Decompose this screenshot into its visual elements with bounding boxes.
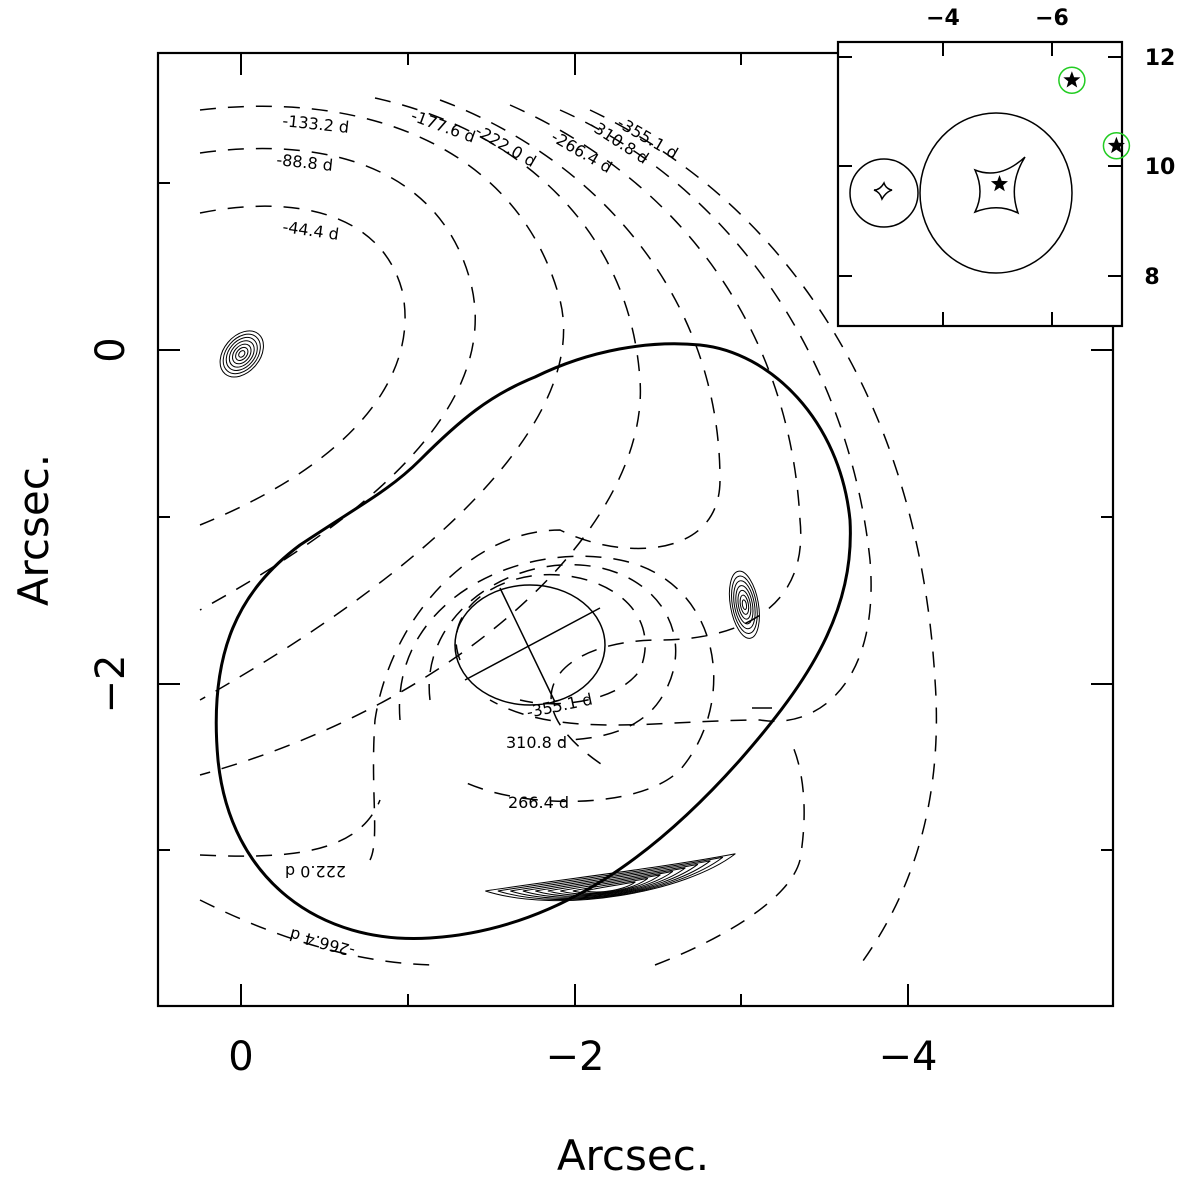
contour-inner-355 — [455, 573, 646, 705]
inner-cross-line-2 — [499, 587, 556, 703]
time-delay-contours — [199, 97, 938, 966]
main-plot-frame — [156, 51, 1115, 1008]
inner-cross-line-1 — [464, 607, 601, 681]
image-a-contour-6 — [238, 350, 246, 358]
contour-labels: -44.4 d -88.8 d -133.2 d -177.6 d -222.0… — [276, 106, 682, 961]
image-b-contour-6 — [741, 599, 748, 611]
inset-frame — [836, 40, 1124, 328]
contour-label-lower-266: -266.4 d — [288, 925, 357, 961]
contour-lower-222 — [199, 799, 381, 857]
contour-88 — [199, 147, 476, 611]
main-axis-ticks — [158, 53, 1113, 1006]
arc-c-contour-6 — [560, 874, 661, 895]
inset-source-star-1 — [1063, 71, 1081, 88]
contour-44 — [199, 205, 406, 526]
image-a-contour-3 — [228, 340, 255, 368]
contour-310 — [489, 109, 872, 726]
inset-small-caustic-circle — [849, 158, 919, 228]
inset-y-tick-label-2: 12 — [1145, 46, 1176, 71]
arc-c — [485, 853, 736, 902]
image-a-contour-4 — [232, 343, 252, 365]
image-b-contour-5 — [739, 594, 750, 615]
inset-source-star-0 — [990, 175, 1008, 192]
contour-label-44: -44.4 d — [281, 217, 340, 244]
image-b-contour-1 — [731, 575, 758, 634]
image-a-contour-0 — [219, 330, 264, 378]
inset-large-astroid — [973, 156, 1026, 215]
contour-222 — [369, 99, 721, 861]
image-a — [219, 330, 264, 378]
arc-c-contour-8 — [585, 881, 636, 893]
inset-source-ring-2 — [1102, 132, 1131, 160]
arc-c-contour-5 — [547, 870, 674, 896]
inset-sources — [990, 66, 1131, 192]
x-tick-label-1: −2 — [546, 1034, 605, 1080]
arc-c-contour-7 — [572, 877, 649, 894]
inset-x-tick-label-0: −4 — [926, 6, 960, 31]
x-tick-label-2: −4 — [879, 1034, 938, 1080]
image-a-contour-1 — [222, 333, 261, 375]
contour-lower-right — [654, 739, 805, 966]
inner-critical-ellipse — [454, 584, 606, 706]
contour-inner-310 — [428, 564, 677, 741]
y-tick-label-1: −2 — [88, 655, 134, 714]
arc-c-contour-3 — [522, 863, 699, 898]
contour-inner-266 — [398, 555, 715, 803]
arc-c-contour-2 — [510, 860, 711, 899]
image-b — [728, 570, 760, 639]
contour-355 — [589, 109, 938, 966]
arc-c-contour-1 — [497, 856, 724, 900]
contour-label-inner-266: 266.4 d — [508, 793, 569, 812]
x-tick-label-0: 0 — [228, 1034, 253, 1080]
contour-label-inner-310: 310.8 d — [506, 733, 567, 752]
contour-label-lower-222: 222.0 d — [285, 862, 346, 881]
inset-large-caustic-ellipse — [919, 112, 1073, 274]
critical-curve — [214, 342, 852, 941]
y-axis-label: Arcsec. — [9, 454, 58, 606]
y-tick-label-0: 0 — [88, 337, 134, 362]
inset-source-ring-1 — [1058, 66, 1086, 94]
contour-lower-266 — [199, 899, 441, 966]
x-axis-label: Arcsec. — [557, 1131, 709, 1177]
inset-ticks — [838, 42, 1122, 326]
image-b-contour-2 — [733, 580, 756, 630]
contour-label-inner-355: -355.1 d — [525, 689, 594, 721]
contour-label-133: -133.2 d — [282, 111, 350, 137]
contour-266 — [509, 104, 802, 771]
image-b-contour-3 — [735, 585, 754, 625]
image-b-contour-0 — [728, 570, 760, 639]
inset-y-tick-label-1: 10 — [1145, 155, 1176, 180]
image-a-contour-5 — [235, 346, 249, 361]
contour-133 — [199, 105, 565, 701]
image-a-contour-2 — [225, 336, 258, 371]
arc-c-contour-0 — [485, 853, 736, 902]
contour-label-222: -222.0 d — [472, 121, 539, 171]
inset-small-astroid — [873, 181, 893, 201]
inset-x-tick-label-1: −6 — [1035, 6, 1069, 31]
inset-source-star-2 — [1107, 136, 1125, 154]
image-b-contour-4 — [737, 589, 752, 620]
contour-177 — [199, 97, 642, 776]
inset-y-tick-label-0: 8 — [1144, 265, 1159, 290]
arc-c-contour-4 — [535, 867, 686, 897]
